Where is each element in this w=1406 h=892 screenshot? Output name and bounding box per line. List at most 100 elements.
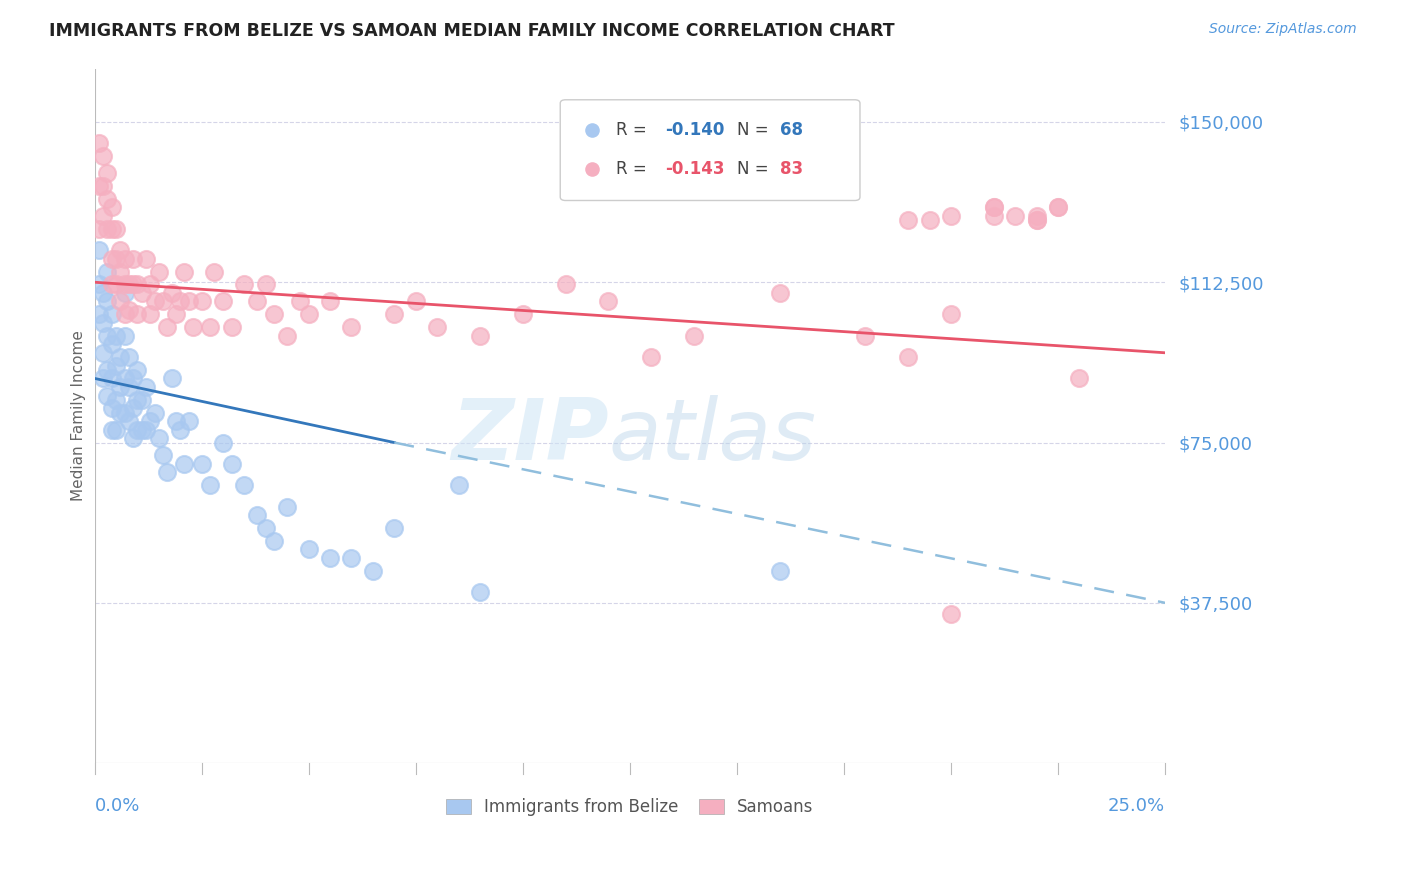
Point: [104, 252, 127, 266]
Point: [173, 457, 195, 471]
Point: [405, 294, 427, 309]
Point: [118, 277, 141, 292]
Point: [96, 264, 118, 278]
Point: [127, 392, 149, 407]
Point: [104, 328, 127, 343]
Point: [139, 277, 162, 292]
Text: -0.143: -0.143: [665, 161, 724, 178]
Point: [181, 320, 204, 334]
Text: R =: R =: [616, 120, 652, 138]
Point: [127, 307, 149, 321]
Point: [918, 213, 941, 227]
Point: [152, 294, 174, 309]
Point: [118, 303, 141, 318]
Point: [91, 209, 114, 223]
Point: [122, 401, 145, 416]
Point: [169, 423, 191, 437]
Point: [1025, 213, 1047, 227]
Point: [426, 320, 449, 334]
Point: [1069, 371, 1091, 385]
Point: [233, 277, 256, 292]
Point: [122, 277, 145, 292]
Point: [87, 277, 110, 292]
Point: [319, 294, 342, 309]
Text: -0.140: -0.140: [665, 120, 724, 138]
Point: [939, 209, 962, 223]
Point: [1025, 209, 1047, 223]
Point: [100, 201, 122, 215]
Text: 0.0%: 0.0%: [94, 797, 141, 815]
Text: atlas: atlas: [609, 395, 817, 478]
Point: [983, 209, 1005, 223]
Point: [96, 222, 118, 236]
Point: [104, 222, 127, 236]
Point: [212, 294, 235, 309]
Point: [319, 551, 342, 566]
Point: [190, 457, 212, 471]
Point: [104, 423, 127, 437]
Text: 68: 68: [780, 120, 803, 138]
Point: [769, 285, 792, 300]
Point: [131, 423, 153, 437]
Point: [1025, 213, 1047, 227]
Point: [114, 252, 136, 266]
Point: [104, 277, 127, 292]
Point: [110, 243, 132, 257]
Point: [143, 294, 166, 309]
Point: [139, 414, 162, 428]
Point: [897, 350, 920, 364]
Point: [288, 294, 311, 309]
Point: [148, 264, 170, 278]
Point: [87, 243, 110, 257]
Point: [939, 607, 962, 621]
Text: 25.0%: 25.0%: [1108, 797, 1166, 815]
Point: [198, 320, 221, 334]
Point: [135, 423, 157, 437]
Point: [160, 285, 183, 300]
Point: [769, 564, 792, 578]
Point: [177, 414, 200, 428]
Point: [1047, 201, 1070, 215]
Point: [173, 264, 195, 278]
Text: N =: N =: [737, 161, 773, 178]
Point: [340, 551, 363, 566]
Point: [100, 371, 122, 385]
Point: [131, 392, 153, 407]
Point: [468, 328, 491, 343]
Point: [897, 213, 920, 227]
Point: [118, 350, 141, 364]
Text: 83: 83: [780, 161, 803, 178]
Point: [156, 320, 179, 334]
FancyBboxPatch shape: [560, 100, 860, 201]
Point: [276, 500, 298, 514]
Legend: Immigrants from Belize, Samoans: Immigrants from Belize, Samoans: [437, 789, 823, 824]
Point: [983, 201, 1005, 215]
Point: [110, 294, 132, 309]
Point: [246, 294, 269, 309]
Point: [361, 564, 384, 578]
Point: [110, 380, 132, 394]
Point: [91, 371, 114, 385]
Point: [100, 252, 122, 266]
Point: [131, 285, 153, 300]
Point: [96, 328, 118, 343]
Point: [127, 423, 149, 437]
Point: [122, 431, 145, 445]
Point: [87, 222, 110, 236]
Point: [114, 285, 136, 300]
Point: [512, 307, 534, 321]
Point: [100, 423, 122, 437]
Point: [152, 448, 174, 462]
Point: [100, 337, 122, 351]
Point: [212, 435, 235, 450]
Point: [148, 431, 170, 445]
Text: R =: R =: [616, 161, 652, 178]
Point: [276, 328, 298, 343]
Point: [96, 192, 118, 206]
Point: [104, 359, 127, 373]
Point: [165, 414, 187, 428]
Point: [135, 252, 157, 266]
Point: [135, 380, 157, 394]
Point: [233, 478, 256, 492]
Point: [156, 466, 179, 480]
